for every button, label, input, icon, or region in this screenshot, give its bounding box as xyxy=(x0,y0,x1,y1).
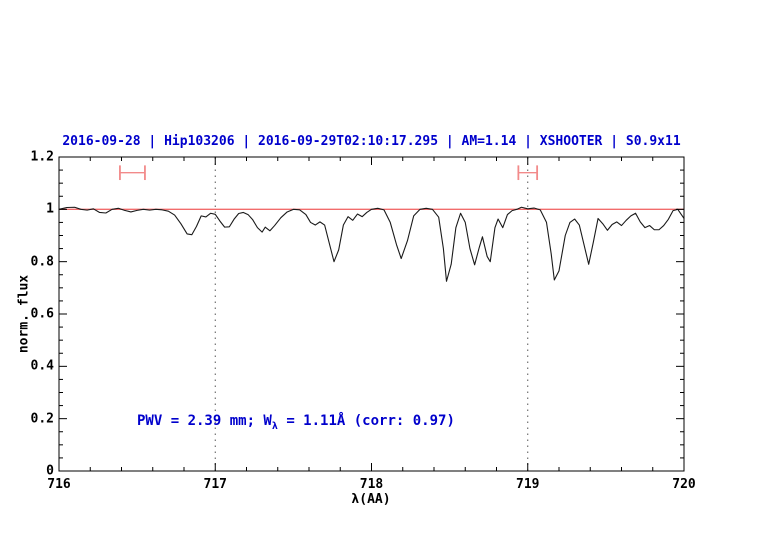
y-tick-label-0: 0 xyxy=(46,463,54,479)
x-tick-label-718: 718 xyxy=(359,477,384,492)
y-tick-label-1.2: 1.2 xyxy=(30,149,54,165)
pwv-annotation-lambda-subscript: λ xyxy=(271,420,278,432)
y-tick-label-0.8: 0.8 xyxy=(30,254,54,270)
x-tick-label-716: 716 xyxy=(47,477,71,492)
spectrum-line xyxy=(58,206,685,282)
x-tick-label-720: 720 xyxy=(672,477,696,492)
x-tick-label-717: 717 xyxy=(203,477,227,492)
pwv-annotation: PWV = 2.39 mm; Wλ = 1.11Å (corr: 0.97) xyxy=(137,413,455,432)
x-tick-label-719: 719 xyxy=(516,477,540,492)
y-tick-label-0.4: 0.4 xyxy=(30,358,54,374)
pwv-annotation-suffix: = 1.11Å (corr: 0.97) xyxy=(277,413,455,429)
pwv-annotation-prefix: PWV = 2.39 mm; W xyxy=(137,413,272,429)
y-tick-label-0.2: 0.2 xyxy=(30,411,54,427)
y-tick-label-0.6: 0.6 xyxy=(30,306,54,322)
x-axis-label: λ(AA) xyxy=(351,492,391,507)
chart-title: 2016-09-28 | Hip103206 | 2016-09-29T02:1… xyxy=(62,134,681,149)
y-tick-label-1: 1 xyxy=(46,201,54,217)
